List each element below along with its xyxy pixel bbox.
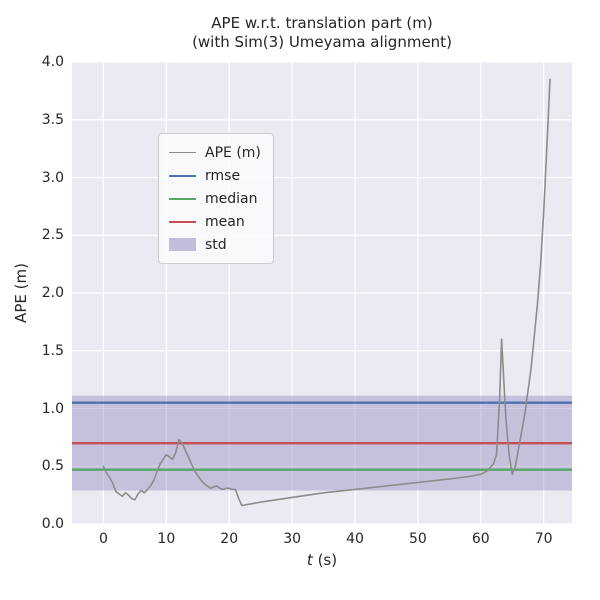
plot-canvas [72,62,572,524]
y-tick-label: 1.0 [41,400,64,417]
x-tick-label: 40 [346,531,364,547]
legend-label: median [205,190,258,207]
legend-item: mean [169,210,261,233]
x-tick-label: 0 [98,531,108,547]
plot-area: APE (m) rmse median mean std [72,62,572,524]
y-tick-label: 1.5 [41,342,64,359]
chart-title: APE w.r.t. translation part (m) (with Si… [72,14,572,52]
legend: APE (m) rmse median mean std [158,133,274,264]
legend-label: APE (m) [205,144,261,161]
x-tick-label: 10 [157,531,176,547]
x-axis-label: t (s) [72,551,572,569]
x-tick-label: 50 [408,531,427,547]
legend-label: mean [205,213,245,230]
y-tick-label: 0.0 [41,516,64,532]
ape-line [102,78,551,507]
legend-swatch [169,197,196,200]
legend-item: rmse [169,164,261,187]
chart-title-line2: (with Sim(3) Umeyama alignment) [192,33,452,51]
legend-swatch [169,220,196,223]
y-tick-label: 2.5 [41,227,64,244]
y-tick-label: 3.5 [41,111,64,128]
legend-label: rmse [205,167,241,184]
y-tick-label: 3.0 [41,169,64,186]
legend-swatch [169,152,196,153]
x-tick-label: 70 [534,531,553,547]
x-tick-label: 60 [471,531,490,547]
chart-title-line1: APE w.r.t. translation part (m) [211,14,433,32]
legend-item: std [169,233,261,256]
legend-swatch [169,174,196,177]
y-tick-label: 2.0 [41,285,64,301]
legend-label: std [205,236,227,253]
x-axis-label-unit: (s) [312,551,338,569]
x-tick-label: 20 [220,531,239,547]
legend-item: APE (m) [169,141,261,164]
x-axis-label-var: t [306,551,313,569]
legend-swatch [169,238,196,251]
y-tick-label: 0.5 [41,458,64,475]
x-tick-label: 30 [283,531,302,547]
legend-item: median [169,187,261,210]
y-tick-label: 4.0 [41,54,64,70]
